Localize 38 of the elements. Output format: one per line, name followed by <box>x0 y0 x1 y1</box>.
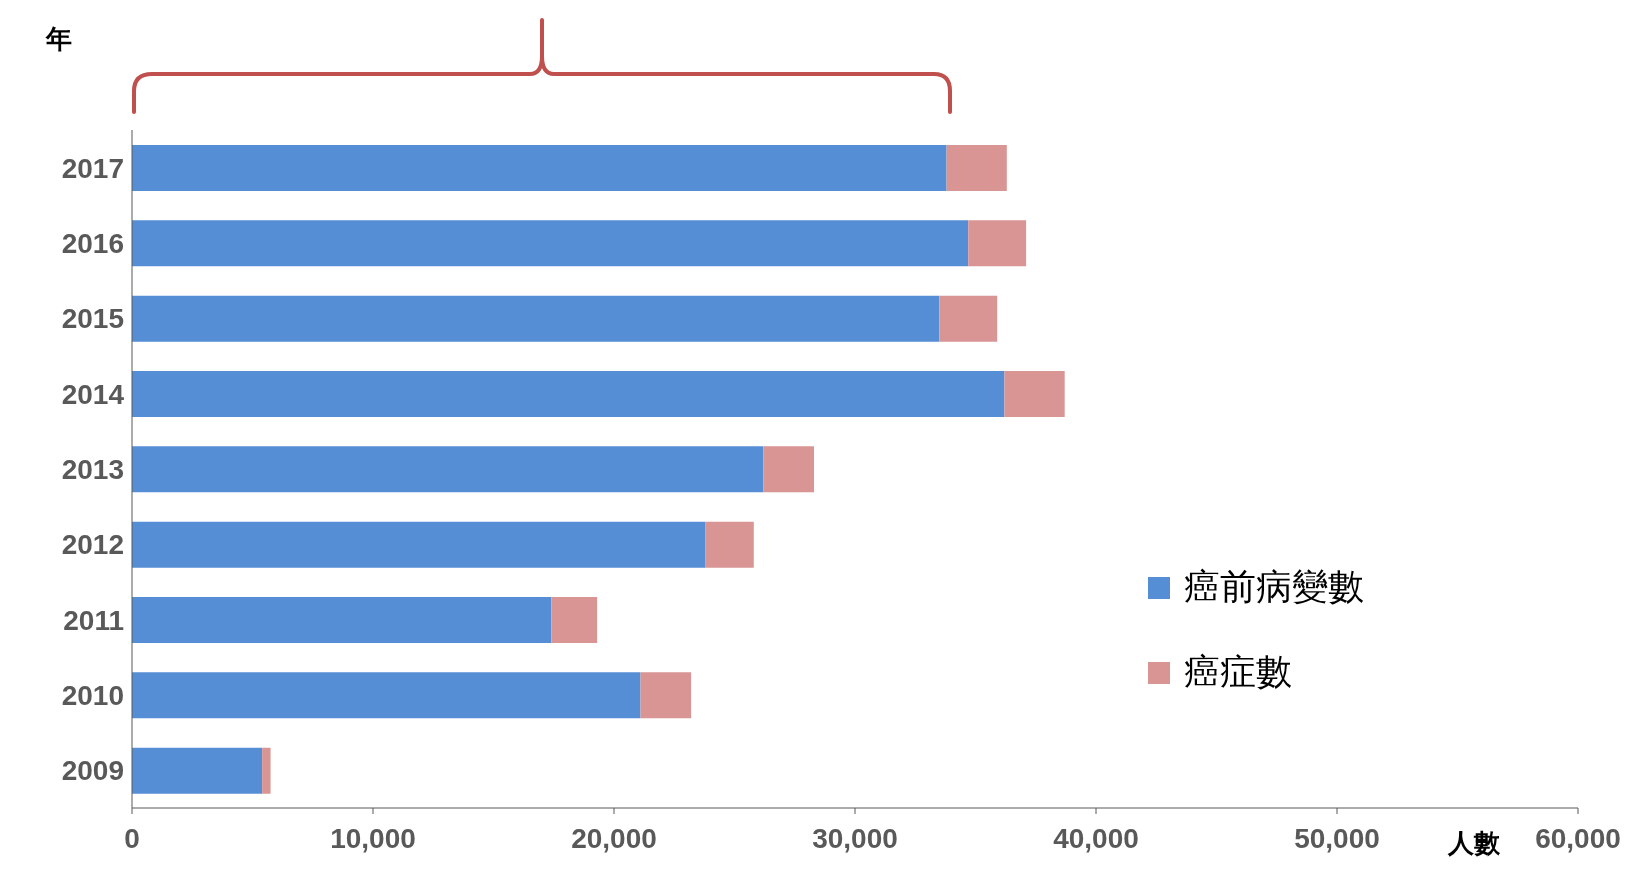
legend-label: 癌症數 <box>1184 650 1292 694</box>
y-tick-label: 2010 <box>61 679 124 711</box>
y-tick-label: 2015 <box>61 303 124 335</box>
bar <box>132 145 947 191</box>
bar <box>132 446 764 493</box>
bar <box>705 521 754 568</box>
y-axis-title: 年 <box>46 23 72 56</box>
bar <box>132 521 706 568</box>
x-tick-label: 0 <box>124 822 140 854</box>
bar <box>939 295 998 342</box>
x-tick-label: 50,000 <box>1294 822 1380 854</box>
x-tick-label: 60,000 <box>1535 822 1621 854</box>
x-tick-label: 10,000 <box>330 822 416 854</box>
bar <box>262 747 271 794</box>
bar <box>132 672 641 719</box>
bar <box>551 597 598 643</box>
x-axis-title: 人數 <box>1448 827 1500 860</box>
x-tick-label: 40,000 <box>1053 822 1139 854</box>
bar <box>968 220 1027 267</box>
y-tick-label: 2011 <box>63 604 124 636</box>
legend-label: 癌前病變數 <box>1184 565 1364 609</box>
bar <box>132 220 969 267</box>
y-tick-label: 2009 <box>61 755 124 787</box>
bar <box>132 295 940 342</box>
bar <box>946 145 1007 191</box>
y-tick-label: 2013 <box>61 453 124 485</box>
bar <box>132 371 1005 417</box>
y-tick-label: 2014 <box>61 378 125 410</box>
y-tick-label: 2016 <box>61 227 124 259</box>
bar <box>132 597 552 643</box>
bar <box>132 747 263 794</box>
x-tick-label: 30,000 <box>812 822 898 854</box>
bar <box>1004 371 1065 417</box>
bar <box>763 446 815 493</box>
bar <box>640 672 692 719</box>
x-tick-label: 20,000 <box>571 822 657 854</box>
y-tick-label: 2017 <box>61 152 124 184</box>
y-tick-label: 2012 <box>61 529 124 561</box>
